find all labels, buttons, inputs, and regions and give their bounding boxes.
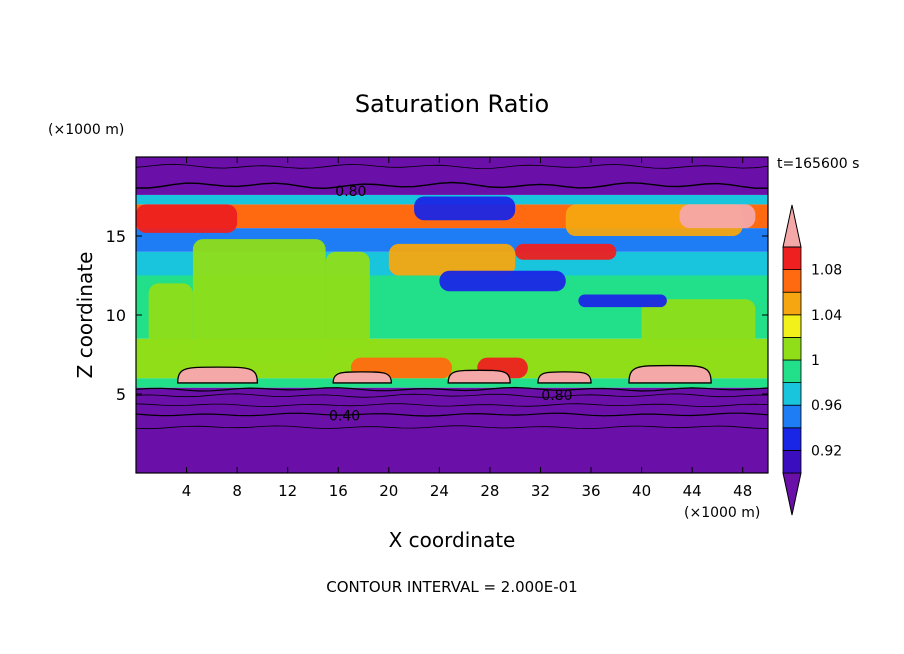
colorbar-segment-4	[782, 359, 802, 384]
x-tick-label-6: 28	[480, 482, 499, 500]
field-band-0	[136, 387, 768, 473]
contour-line-0	[136, 181, 768, 190]
colorbar-segment-7	[782, 291, 802, 316]
field-region-7	[578, 294, 667, 308]
contour-label-2: 0.40	[329, 409, 360, 425]
x-tick-label-0: 4	[182, 482, 192, 500]
x-tick-label-3: 16	[329, 482, 348, 500]
y-tick-label-0: 5	[116, 385, 126, 404]
x-tick-label-9: 40	[632, 482, 651, 500]
anvil-cell-0	[177, 366, 258, 384]
contour-line-3	[136, 393, 768, 398]
colorbar-segment-6	[782, 314, 802, 338]
colorbar-segment-5	[782, 336, 802, 361]
field-region-3	[641, 299, 756, 347]
contour-line-4	[136, 403, 768, 408]
chart-title: Saturation Ratio	[355, 90, 549, 118]
x-tick-label-1: 8	[232, 482, 242, 500]
x-tick-label-2: 12	[278, 482, 297, 500]
colorbar-label-0: 1.08	[811, 263, 842, 279]
y-tick-label-1: 10	[106, 306, 126, 325]
colorbar-extend-high	[782, 204, 802, 248]
contour-line-6	[136, 425, 768, 430]
field-region-2	[148, 283, 193, 347]
colorbar-label-4: 0.92	[811, 443, 842, 459]
contour-label-0: 0.80	[335, 184, 366, 200]
field-region-8	[414, 196, 516, 221]
time-label: t=165600 s	[777, 156, 859, 172]
contour-interval-footer: CONTOUR INTERVAL = 2.000E-01	[326, 578, 577, 596]
field-band-8	[136, 157, 768, 195]
anvil-cell-3	[537, 371, 592, 384]
x-axis: 4 8 12 16 20 24 28 32 36 40 44 48	[182, 157, 752, 500]
y-axis: 5 10 15	[106, 227, 768, 404]
anvil-cell-1	[332, 371, 392, 384]
field-region-1	[325, 251, 370, 347]
x-tick-label-4: 20	[379, 482, 398, 500]
contour-line-5	[136, 412, 768, 417]
contour-line-2	[136, 386, 768, 392]
colorbar-segment-0	[782, 449, 802, 474]
colorbar-extend-low	[782, 472, 802, 516]
y-unit-label: (×1000 m)	[48, 122, 124, 138]
colorbar-label-1: 1.04	[811, 308, 842, 324]
y-tick-label-2: 15	[106, 227, 126, 246]
contour-layer: 0.80 0.80 0.40	[136, 163, 768, 430]
colorbar-segment-1	[782, 427, 802, 451]
colorbar-segment-8	[782, 269, 802, 293]
x-tick-label-10: 44	[683, 482, 702, 500]
colorbar-label-2: 1	[811, 353, 820, 369]
colorbar: 1.08 1.04 1 0.96 0.92	[782, 204, 842, 516]
y-axis-label: Z coordinate	[73, 252, 97, 379]
anvil-cell-2	[447, 369, 511, 384]
field-region-9	[136, 204, 238, 233]
colorbar-label-3: 0.96	[811, 398, 842, 414]
field-region-4	[388, 243, 516, 276]
contour-label-1: 0.80	[541, 388, 572, 404]
x-tick-label-8: 36	[581, 482, 600, 500]
field-region-11	[679, 204, 756, 229]
x-tick-label-11: 48	[733, 482, 752, 500]
field-region-5	[439, 270, 566, 292]
x-axis-label: X coordinate	[389, 528, 516, 552]
field-region-6	[515, 243, 617, 260]
x-tick-label-5: 24	[430, 482, 449, 500]
x-tick-label-7: 32	[531, 482, 550, 500]
colorbar-segment-2	[782, 404, 802, 429]
colorbar-segment-9	[782, 246, 802, 271]
colorbar-segment-3	[782, 382, 802, 406]
anvil-cell-4	[628, 364, 712, 384]
field-layer	[136, 157, 768, 473]
field-region-0	[192, 239, 326, 363]
contour-line-1	[136, 163, 768, 170]
x-unit-label: (×1000 m)	[684, 505, 760, 521]
